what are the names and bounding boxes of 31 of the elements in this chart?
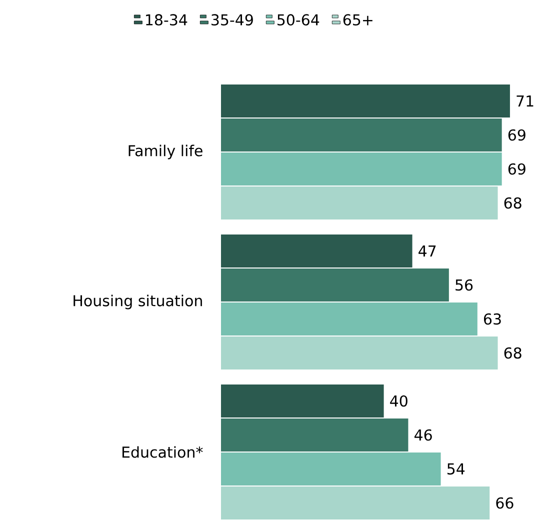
bar xyxy=(221,268,449,302)
data-label: 40 xyxy=(390,395,408,407)
bar xyxy=(221,186,498,220)
bar xyxy=(221,418,408,452)
data-label: 68 xyxy=(504,347,522,359)
y-tick-label: Education* xyxy=(122,446,203,458)
bar xyxy=(221,118,502,152)
bar xyxy=(221,336,498,370)
bar xyxy=(221,234,412,268)
data-label: 69 xyxy=(508,163,526,175)
bar xyxy=(221,452,441,486)
bar xyxy=(221,486,490,520)
data-label: 56 xyxy=(456,279,473,291)
data-label: 46 xyxy=(414,429,432,441)
data-label: 71 xyxy=(516,96,534,106)
data-label: 68 xyxy=(504,197,522,209)
data-label: 47 xyxy=(418,246,436,256)
bar xyxy=(221,384,384,418)
y-tick-label: Housing situation xyxy=(74,294,202,310)
y-tick-label: Family life xyxy=(128,144,202,160)
legend-label: 35-49 xyxy=(212,14,253,26)
bar xyxy=(221,152,502,186)
legend-label: 18-34 xyxy=(146,14,188,26)
data-label: 63 xyxy=(484,313,501,325)
legend-label: 65+ xyxy=(343,14,372,26)
bar xyxy=(221,302,478,336)
data-label: 54 xyxy=(447,463,465,475)
bar xyxy=(221,84,510,118)
legend-label: 50-64 xyxy=(278,14,320,26)
data-label: 66 xyxy=(496,497,514,509)
data-label: 69 xyxy=(508,129,526,141)
